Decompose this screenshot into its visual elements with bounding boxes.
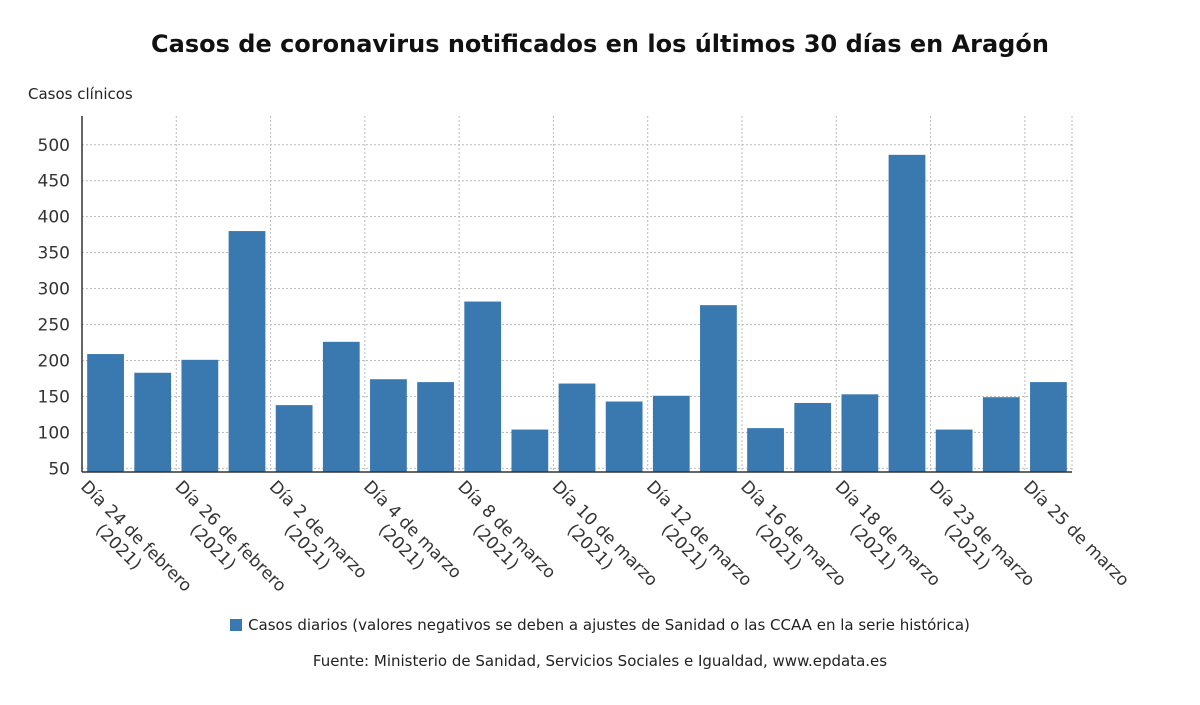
source-note: Fuente: Ministerio de Sanidad, Servicios… [312,652,888,670]
bar [275,405,313,472]
bar [935,429,973,472]
bar [370,379,407,472]
x-axis-ticks: Día 24 de febrero(2021) Día 26 de febrero… [76,477,1132,596]
bar [181,359,219,472]
y-tick-label: 450 [38,172,70,192]
legend: Casos diarios (valores negativos se debe… [0,616,1200,634]
y-tick-label: 100 [38,423,70,443]
bar [652,395,690,472]
y-tick-label: 300 [38,280,70,300]
y-axis-ticks: 50 100 150 200 250 300 350 400 450 500 [38,136,70,480]
y-tick-label: 50 [48,459,70,479]
bars [87,154,1067,472]
bar [134,372,172,472]
bar [464,301,502,472]
bar [841,394,879,472]
y-tick-label: 200 [38,352,70,372]
y-tick-label: 400 [38,208,70,228]
legend-label: Casos diarios (valores negativos se debe… [248,616,970,634]
bar [417,382,454,472]
y-tick-label: 500 [38,136,70,156]
bar [605,401,643,472]
bar [982,397,1020,472]
y-tick-label: 250 [38,316,70,336]
x-tick-label: Día 10 de marzo(2021) [548,477,662,591]
bar [558,383,596,472]
bar [747,428,784,472]
y-tick-label: 150 [38,387,70,407]
bar [888,154,926,472]
bar [794,402,832,472]
bar [322,341,360,472]
x-tick-label: Día 4 de marzo(2021) [359,477,465,583]
legend-swatch [230,619,243,631]
y-tick-label: 350 [38,244,70,264]
bar [87,354,124,472]
x-tick-label: Día 8 de marzo(2021) [454,477,560,583]
bar [511,429,549,472]
bar [1030,382,1067,472]
chart-title: Casos de coronavirus notificados en los … [151,30,1049,58]
bar [228,231,266,472]
bar [700,305,737,472]
x-tick-label: Día 24 de febrero(2021) [76,477,195,596]
y-axis-label: Casos clínicos [28,85,133,103]
